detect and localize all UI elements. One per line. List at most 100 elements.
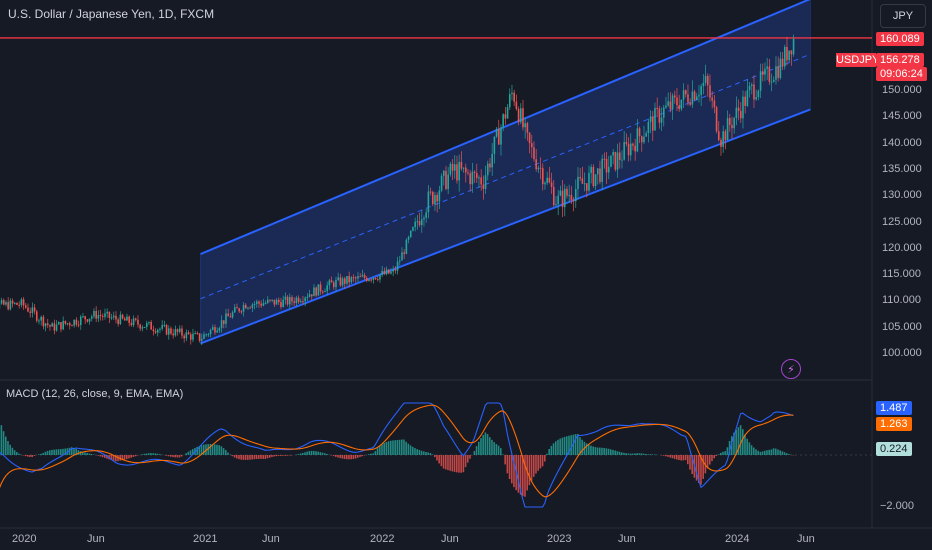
macd-histogram-bar (774, 448, 777, 455)
macd-histogram-bar (7, 441, 9, 455)
macd-histogram-bar (757, 450, 759, 455)
macd-histogram-bar (143, 453, 146, 455)
candle-body (161, 325, 163, 329)
candle-body (93, 310, 95, 317)
candle-body (557, 195, 559, 205)
candle-body (654, 107, 656, 131)
candle-body (715, 107, 718, 132)
macd-histogram-bar (752, 447, 755, 455)
candle-body (286, 296, 289, 305)
macd-histogram-bar (543, 455, 546, 462)
candle-body (121, 314, 124, 319)
candle-body (401, 252, 403, 261)
macd-histogram-bar (2, 431, 5, 455)
macd-histogram-bar (422, 451, 425, 455)
candle-body (770, 81, 773, 83)
candle-body (112, 315, 115, 318)
macd-histogram-bar (387, 441, 390, 455)
macd-histogram-bar (532, 455, 535, 477)
candle-body (416, 221, 419, 223)
candle-body (207, 334, 210, 336)
candle-body (291, 297, 293, 302)
macd-histogram-bar (755, 449, 757, 455)
candle-body (660, 117, 663, 123)
candle-body (779, 58, 782, 78)
candle-body (319, 284, 322, 292)
candle-body (24, 305, 27, 308)
macd-histogram-bar (486, 434, 489, 455)
candle-body (585, 183, 588, 191)
candle-body (759, 71, 762, 91)
candle-body (689, 102, 691, 105)
macd-histogram-bar (642, 453, 645, 455)
candle-body (185, 332, 188, 339)
candle-body (308, 294, 311, 297)
macd-histogram-bar (216, 444, 218, 455)
candle-body (601, 158, 603, 182)
candle-body (145, 323, 148, 327)
macd-histogram-bar (196, 446, 198, 455)
macd-histogram-bar (706, 455, 709, 469)
candle-body (178, 328, 181, 332)
macd-histogram-bar (675, 455, 678, 460)
time-tick: Jun (262, 533, 280, 545)
candle-body (706, 75, 709, 86)
currency-button[interactable]: JPY (880, 4, 926, 28)
macd-histogram-bar (561, 437, 564, 455)
candle-body (425, 212, 427, 218)
candle-body (295, 297, 298, 304)
price-tick: 130.000 (882, 189, 922, 202)
macd-histogram-bar (623, 452, 625, 455)
candle-body (379, 274, 381, 280)
candle-body (365, 277, 368, 281)
candle-body (306, 296, 309, 298)
macd-histogram-bar (64, 448, 66, 455)
candle-body (583, 183, 586, 185)
macd-histogram-bar (579, 437, 581, 455)
macd-histogram-bar (123, 455, 126, 460)
candle-body (469, 173, 471, 185)
channel-lower-line (200, 108, 811, 345)
candle-body (504, 114, 507, 119)
macd-histogram-bar (286, 455, 289, 456)
macd-histogram-bar (473, 451, 476, 455)
candle-body (150, 321, 152, 330)
candle-body (77, 324, 80, 326)
macd-histogram-bar (700, 455, 702, 485)
candle-body (449, 163, 452, 175)
candle-body (390, 271, 392, 274)
macd-histogram-bar (178, 455, 181, 458)
candle-body (491, 153, 493, 168)
candle-body (478, 177, 480, 179)
candle-body (691, 91, 694, 105)
candle-body (640, 136, 643, 143)
candle-body (321, 291, 324, 293)
macd-histogram-bar (605, 448, 608, 455)
macd-histogram-bar (130, 455, 132, 458)
candle-body (464, 167, 467, 173)
macd-histogram-bar (634, 453, 636, 455)
candle-body (203, 334, 205, 339)
macd-histogram-bar (46, 450, 49, 455)
candle-body (128, 316, 130, 323)
candle-body (266, 299, 269, 303)
macd-histogram-bar (777, 449, 779, 455)
macd-histogram-bar (416, 449, 418, 455)
macd-histogram-bar (339, 455, 341, 459)
candle-body (792, 38, 795, 55)
macd-histogram-bar (438, 455, 440, 464)
candle-body (255, 301, 258, 304)
lightning-icon[interactable]: ⚡ (781, 359, 801, 379)
candle-body (610, 155, 612, 167)
candle-body (405, 239, 408, 254)
macd-histogram-bar (112, 455, 115, 461)
macd-histogram-bar (169, 455, 172, 457)
candle-body (271, 299, 273, 301)
macd-histogram-bar (348, 455, 350, 460)
candle-body (7, 302, 9, 310)
macd-histogram-bar (376, 448, 379, 455)
candle-body (225, 313, 227, 324)
candle-body (603, 158, 606, 160)
macd-indicator-label[interactable]: MACD (12, 26, close, 9, EMA, EMA) (6, 388, 184, 400)
